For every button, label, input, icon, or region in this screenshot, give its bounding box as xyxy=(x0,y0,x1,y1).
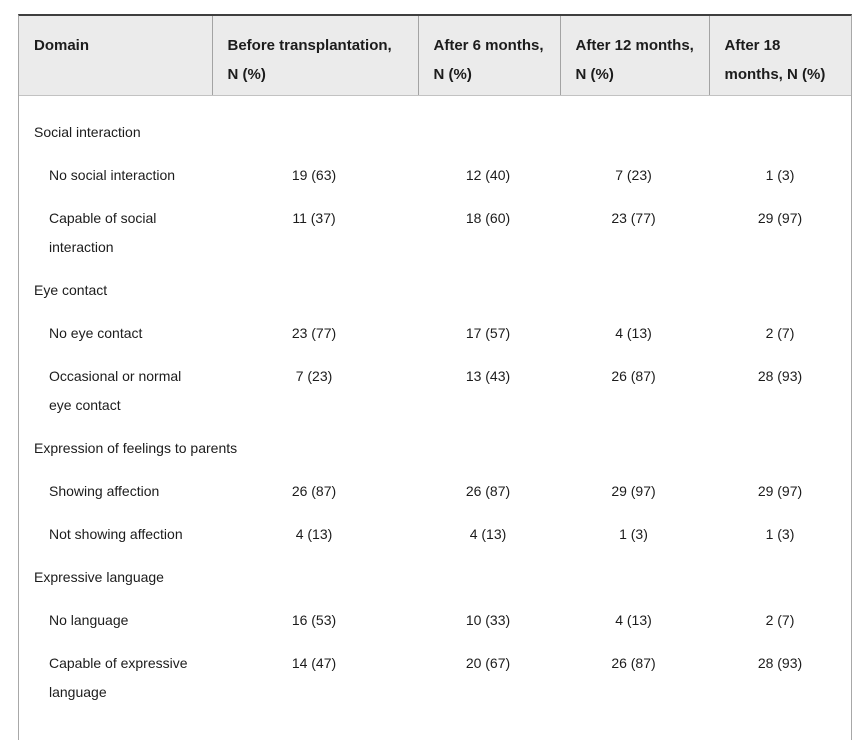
cell-value: 1 (3) xyxy=(765,167,795,183)
row-label: No social interaction xyxy=(49,167,176,183)
cell-value: 2 (7) xyxy=(765,325,795,341)
domain-row-social-interaction: Social interaction xyxy=(19,96,851,155)
row-label: Not showing affection xyxy=(49,526,183,542)
column-header-after-12-months: After 12 months, N (%) xyxy=(559,16,709,96)
cell-value: 4 (13) xyxy=(469,526,507,542)
domain-label: Expressive language xyxy=(34,569,164,585)
cell-value: 7 (23) xyxy=(615,167,652,183)
cell-value: 19 (63) xyxy=(291,167,337,183)
cell-value: 4 (13) xyxy=(295,526,333,542)
cell-value: 23 (77) xyxy=(611,210,656,226)
table-row: Occasional or normal eye contact 7 (23) … xyxy=(19,355,851,427)
cell-value: 23 (77) xyxy=(291,325,337,341)
cell-value: 29 (97) xyxy=(757,483,803,499)
cell-value: 26 (87) xyxy=(465,483,511,499)
cell-value: 4 (13) xyxy=(615,325,652,341)
row-label: Capable of social interaction xyxy=(49,210,157,255)
cell-value: 2 (7) xyxy=(765,612,795,628)
table-row: Capable of expressive language 14 (47) 2… xyxy=(19,642,851,714)
domain-row-expression-of-feelings: Expression of feelings to parents xyxy=(19,427,851,470)
cell-value: 1 (3) xyxy=(765,526,795,542)
row-label: No eye contact xyxy=(49,325,143,341)
cell-value: 7 (23) xyxy=(295,368,333,384)
cell-value: 26 (87) xyxy=(611,368,656,384)
table-row: No eye contact 23 (77) 17 (57) 4 (13) 2 … xyxy=(19,312,851,355)
cell-value: 14 (47) xyxy=(291,655,337,671)
table-row: Not showing affection 4 (13) 4 (13) 1 (3… xyxy=(19,513,851,556)
cell-value: 16 (53) xyxy=(291,612,337,628)
table-row: Showing affection 26 (87) 26 (87) 29 (97… xyxy=(19,470,851,513)
cell-value: 18 (60) xyxy=(465,210,511,226)
outcomes-table: Domain Before transplantation, N (%) Aft… xyxy=(19,16,851,715)
domain-row-eye-contact: Eye contact xyxy=(19,269,851,312)
cell-value: 28 (93) xyxy=(757,368,803,384)
cell-value: 26 (87) xyxy=(611,655,656,671)
outcomes-table-container: Domain Before transplantation, N (%) Aft… xyxy=(18,14,852,740)
column-header-domain: Domain xyxy=(19,16,212,96)
column-header-after-18-months: After 18 months, N (%) xyxy=(708,16,851,96)
row-label: Showing affection xyxy=(49,483,160,499)
cell-value: 29 (97) xyxy=(757,210,803,226)
header-row: Domain Before transplantation, N (%) Aft… xyxy=(19,16,851,96)
cell-value: 12 (40) xyxy=(465,167,511,183)
cell-value: 28 (93) xyxy=(757,655,803,671)
cell-value: 11 (37) xyxy=(292,210,336,226)
cell-value: 20 (67) xyxy=(465,655,511,671)
domain-row-expressive-language: Expressive language xyxy=(19,556,851,599)
table-row: No language 16 (53) 10 (33) 4 (13) 2 (7) xyxy=(19,599,851,642)
row-label: Occasional or normal eye contact xyxy=(49,368,182,413)
column-header-after-6-months: After 6 months, N (%) xyxy=(417,16,560,96)
table-header: Domain Before transplantation, N (%) Aft… xyxy=(19,16,851,96)
table-row: Capable of social interaction 11 (37) 18… xyxy=(19,197,851,269)
cell-value: 13 (43) xyxy=(465,368,511,384)
column-header-before-transplantation: Before transplantation, N (%) xyxy=(211,16,418,96)
row-label: Capable of expressive language xyxy=(49,655,188,700)
domain-label: Eye contact xyxy=(34,282,108,298)
table-row: No social interaction 19 (63) 12 (40) 7 … xyxy=(19,154,851,197)
cell-value: 4 (13) xyxy=(615,612,652,628)
cell-value: 29 (97) xyxy=(611,483,656,499)
cell-value: 10 (33) xyxy=(465,612,511,628)
domain-label: Expression of feelings to parents xyxy=(34,440,238,456)
cell-value: 17 (57) xyxy=(465,325,511,341)
table-body: Social interaction No social interaction… xyxy=(19,96,851,715)
cell-value: 26 (87) xyxy=(291,483,337,499)
domain-label: Social interaction xyxy=(34,124,141,140)
cell-value: 1 (3) xyxy=(619,526,648,542)
row-label: No language xyxy=(49,612,129,628)
